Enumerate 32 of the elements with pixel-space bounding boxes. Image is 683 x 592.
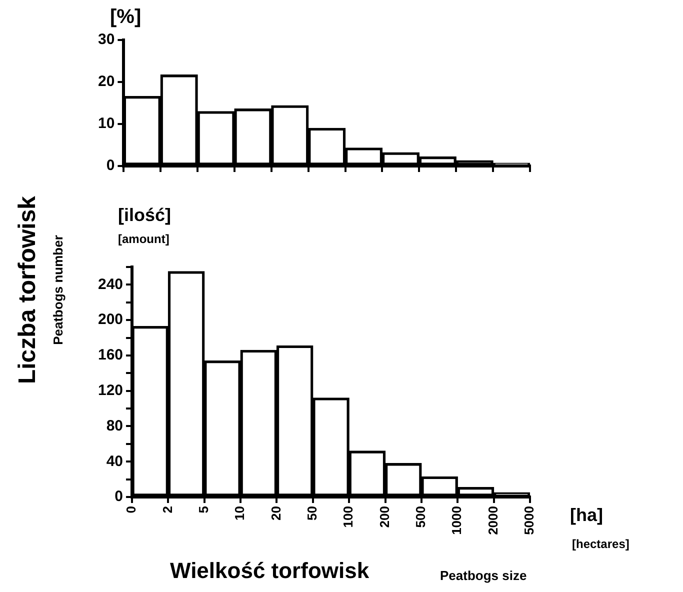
text: 2 xyxy=(160,506,175,514)
y-axis-title: Liczba torfowisk xyxy=(14,196,42,384)
text: [amount] xyxy=(118,232,170,246)
y-tick-label: 0 xyxy=(114,488,124,506)
y-tick-label: 160 xyxy=(98,346,124,364)
text: 200 xyxy=(376,506,392,528)
text: 1000 xyxy=(449,506,464,535)
text: 50 xyxy=(304,506,320,520)
text: [hectares] xyxy=(572,537,630,551)
y-tick-label: 30 xyxy=(98,31,115,48)
x-axis-title: Wielkość torfowisk xyxy=(170,558,370,584)
text: [ha] xyxy=(570,505,603,526)
text: 100 xyxy=(340,506,356,528)
y-tick-label: 200 xyxy=(98,311,124,328)
text: [ilość] xyxy=(118,205,172,226)
text: Peatbogs size xyxy=(440,568,527,583)
text: 20 xyxy=(268,506,284,520)
text: 2000 xyxy=(485,506,500,535)
y-tick-label: 240 xyxy=(98,276,124,293)
text: 5 xyxy=(196,506,211,514)
y-tick-label: 120 xyxy=(98,382,124,399)
y-tick-label: 0 xyxy=(106,157,115,174)
y-tick-label: 20 xyxy=(98,73,115,90)
y-tick-label: 80 xyxy=(106,417,124,434)
text: 500 xyxy=(413,506,428,528)
text: 10 xyxy=(232,506,248,520)
text: 5000 xyxy=(522,506,537,535)
text: Peatbogs number xyxy=(50,235,66,345)
y-tick-label: 10 xyxy=(98,115,115,132)
text: 0 xyxy=(124,506,139,514)
y-axis-title: [%] xyxy=(110,6,142,29)
y-tick-label: 40 xyxy=(106,452,124,470)
